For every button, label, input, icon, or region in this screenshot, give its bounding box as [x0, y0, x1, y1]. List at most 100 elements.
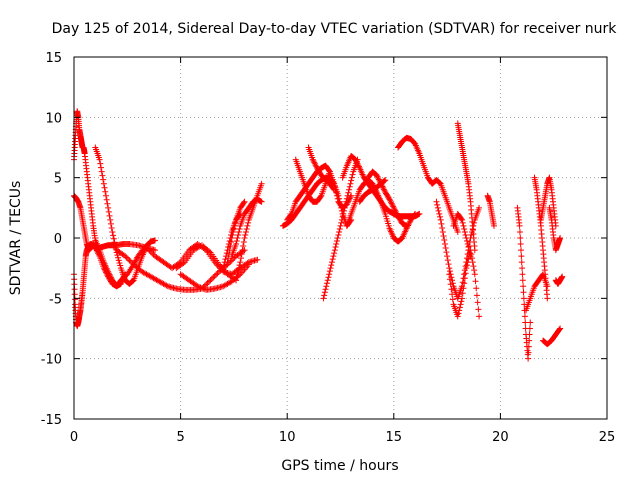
data-point	[346, 183, 353, 190]
data-point	[544, 295, 551, 302]
data-point	[110, 232, 117, 239]
data-point	[476, 313, 483, 320]
data-point	[99, 172, 106, 179]
data-point	[518, 247, 525, 254]
data-point	[525, 349, 532, 356]
data-point	[101, 184, 108, 191]
series-arc33	[552, 273, 566, 287]
data-point	[457, 301, 464, 308]
data-point	[71, 286, 78, 293]
data-point	[463, 235, 470, 241]
data-point	[235, 265, 242, 272]
data-point	[242, 228, 249, 235]
data-point	[227, 235, 234, 241]
data-point	[456, 304, 463, 311]
data-point	[117, 262, 124, 269]
x-axis-title: GPS time / hours	[281, 458, 398, 474]
data-point	[387, 197, 394, 204]
data-point	[101, 266, 108, 273]
data-point	[324, 277, 331, 284]
data-point	[475, 306, 482, 313]
data-point	[241, 198, 248, 205]
data-point	[539, 272, 546, 279]
data-point	[411, 211, 418, 218]
data-point	[390, 203, 397, 210]
data-point	[258, 180, 265, 187]
data-point	[226, 238, 233, 245]
data-point	[433, 198, 440, 205]
data-point	[106, 212, 113, 219]
series-arc26	[454, 120, 478, 254]
data-point	[336, 225, 343, 232]
data-point	[461, 225, 468, 232]
data-point	[321, 289, 328, 296]
data-point	[449, 296, 456, 303]
series-arc15	[292, 156, 333, 205]
data-point	[225, 260, 232, 267]
data-point	[447, 281, 454, 288]
data-point	[466, 250, 473, 257]
data-point	[369, 180, 376, 187]
x-tick-label: 15	[386, 430, 403, 445]
x-tick-labels: 0 5 10 15 20 25	[70, 430, 615, 445]
data-point	[336, 195, 343, 202]
data-point	[147, 248, 154, 255]
data-point	[455, 310, 462, 317]
data-point	[241, 235, 248, 241]
data-point	[220, 265, 227, 272]
data-point	[340, 210, 347, 217]
y-tick-label: -10	[41, 353, 62, 368]
series-arc31	[537, 174, 559, 229]
data-point	[355, 162, 362, 169]
data-point	[520, 295, 527, 302]
data-point	[143, 244, 150, 251]
data-point	[343, 198, 350, 205]
data-point	[243, 225, 250, 232]
chart-title: Day 125 of 2014, Sidereal Day-to-day VTE…	[52, 21, 618, 37]
y-tick-label: 0	[54, 232, 62, 247]
data-point	[556, 326, 563, 333]
data-point	[233, 241, 240, 248]
data-point	[146, 247, 153, 254]
data-point	[380, 178, 387, 185]
data-point	[338, 219, 345, 226]
series-arc7	[177, 261, 252, 293]
data-point	[380, 186, 387, 193]
data-point	[461, 275, 468, 282]
data-point	[393, 210, 400, 217]
data-point	[332, 244, 339, 251]
data-point	[197, 284, 204, 291]
data-point	[144, 246, 151, 253]
data-point	[331, 250, 338, 257]
data-point	[240, 243, 247, 250]
data-point	[149, 250, 156, 257]
data-point	[95, 251, 102, 258]
data-point	[412, 210, 419, 217]
data-point	[354, 160, 361, 167]
x-tick-label: 25	[599, 430, 616, 445]
data-point	[436, 179, 443, 186]
data-point	[237, 210, 244, 217]
data-point	[462, 270, 469, 277]
data-point	[392, 209, 399, 216]
series-arc19	[343, 177, 419, 245]
y-tick-label: 15	[45, 51, 62, 66]
data-point	[311, 160, 318, 167]
data-point	[233, 238, 240, 245]
data-point	[325, 274, 332, 281]
data-point	[386, 196, 393, 203]
data-point	[454, 228, 461, 235]
data-point	[71, 291, 78, 298]
data-point	[353, 157, 360, 164]
y-axis-title: SDTVAR / TECUs	[8, 181, 24, 296]
data-point	[465, 244, 472, 251]
data-point	[323, 280, 330, 287]
data-point	[95, 250, 102, 257]
data-point	[467, 253, 474, 260]
data-point	[329, 256, 336, 263]
data-point	[444, 253, 451, 260]
data-point	[240, 199, 247, 206]
data-point	[98, 168, 105, 175]
data-point	[517, 235, 524, 241]
